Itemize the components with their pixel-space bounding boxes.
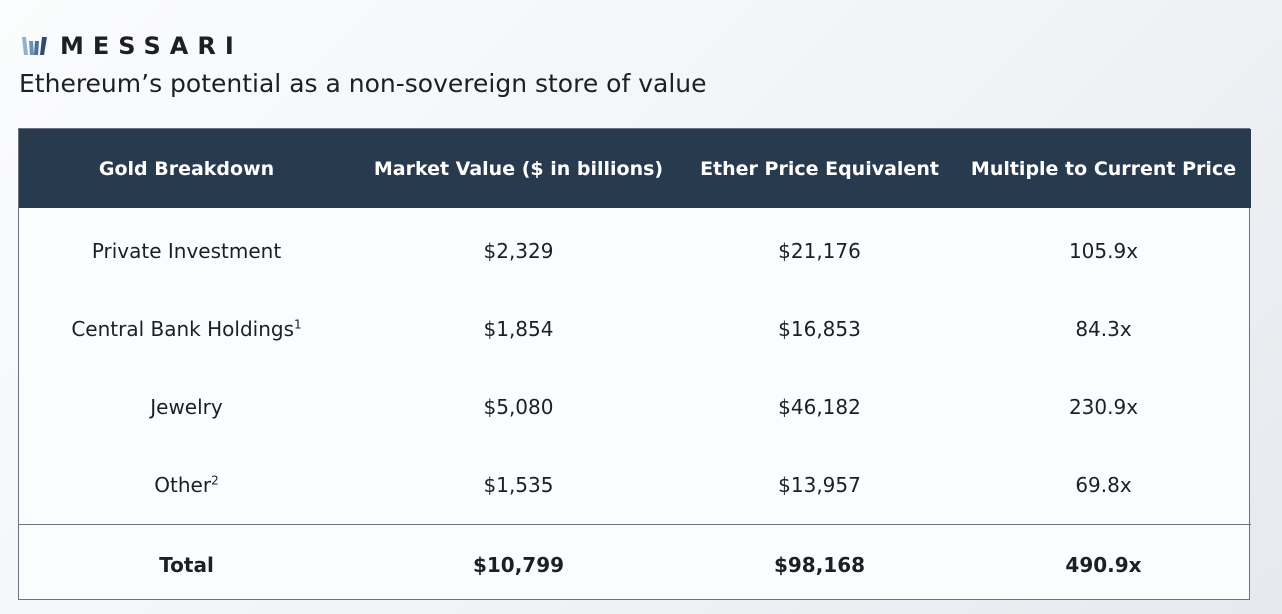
total-label: Total: [19, 524, 354, 605]
row-label: Other2: [19, 446, 354, 525]
ether-price-cell: $16,853: [778, 317, 861, 341]
logo-wordmark: MESSARI: [60, 32, 243, 60]
footnote-marker: 2: [211, 473, 219, 488]
ether-price-cell: $21,176: [778, 239, 861, 263]
row-label-text: Other: [154, 473, 212, 497]
messari-logo-icon: [22, 37, 47, 55]
row-label: Central Bank Holdings1: [19, 290, 354, 368]
total-multiple: 490.9x: [956, 524, 1251, 605]
market-value-cell: $1,535: [483, 473, 554, 497]
column-header-ether-price: Ether Price Equivalent: [683, 129, 956, 208]
row-label-text: Jewelry: [150, 395, 223, 419]
multiple-cell: 105.9x: [1068, 239, 1139, 263]
row-label-text: Central Bank Holdings: [71, 317, 294, 341]
ether-price-cell: $13,957: [778, 473, 861, 497]
row-label: Private Investment: [19, 208, 354, 290]
table-row: Other2 $1,535 $13,957 69.8x: [19, 446, 1251, 525]
column-header-multiple: Multiple to Current Price: [956, 129, 1251, 208]
data-table: Gold Breakdown Market Value ($ in billio…: [19, 129, 1251, 605]
multiple-cell: 84.3x: [1075, 317, 1132, 341]
table-row: Central Bank Holdings1 $1,854 $16,853 84…: [19, 290, 1251, 368]
table-row: Private Investment $2,329 $21,176 105.9x: [19, 208, 1251, 290]
multiple-cell: 230.9x: [1068, 395, 1139, 419]
footnote-marker: 1: [294, 317, 302, 332]
total-row: Total $10,799 $98,168 490.9x: [19, 524, 1251, 605]
row-label: Jewelry: [19, 368, 354, 446]
total-ether-price: $98,168: [683, 524, 956, 605]
market-value-cell: $1,854: [483, 317, 554, 341]
multiple-cell: 69.8x: [1075, 473, 1132, 497]
ether-price-cell: $46,182: [778, 395, 861, 419]
total-market-value: $10,799: [354, 524, 683, 605]
header-row: Gold Breakdown Market Value ($ in billio…: [19, 129, 1251, 208]
messari-logo: MESSARI: [22, 33, 243, 59]
gold-breakdown-table: Gold Breakdown Market Value ($ in billio…: [18, 128, 1251, 605]
column-header-gold-breakdown: Gold Breakdown: [19, 129, 354, 208]
table-row: Jewelry $5,080 $46,182 230.9x: [19, 368, 1251, 446]
row-label-text: Private Investment: [91, 239, 282, 263]
market-value-cell: $5,080: [483, 395, 554, 419]
column-header-market-value: Market Value ($ in billions): [354, 129, 683, 208]
table-body: Private Investment $2,329 $21,176 105.9x…: [19, 208, 1251, 605]
market-value-cell: $2,329: [483, 239, 554, 263]
table-header: Gold Breakdown Market Value ($ in billio…: [19, 129, 1251, 208]
page-subtitle: Ethereum’s potential as a non-sovereign …: [19, 69, 707, 98]
